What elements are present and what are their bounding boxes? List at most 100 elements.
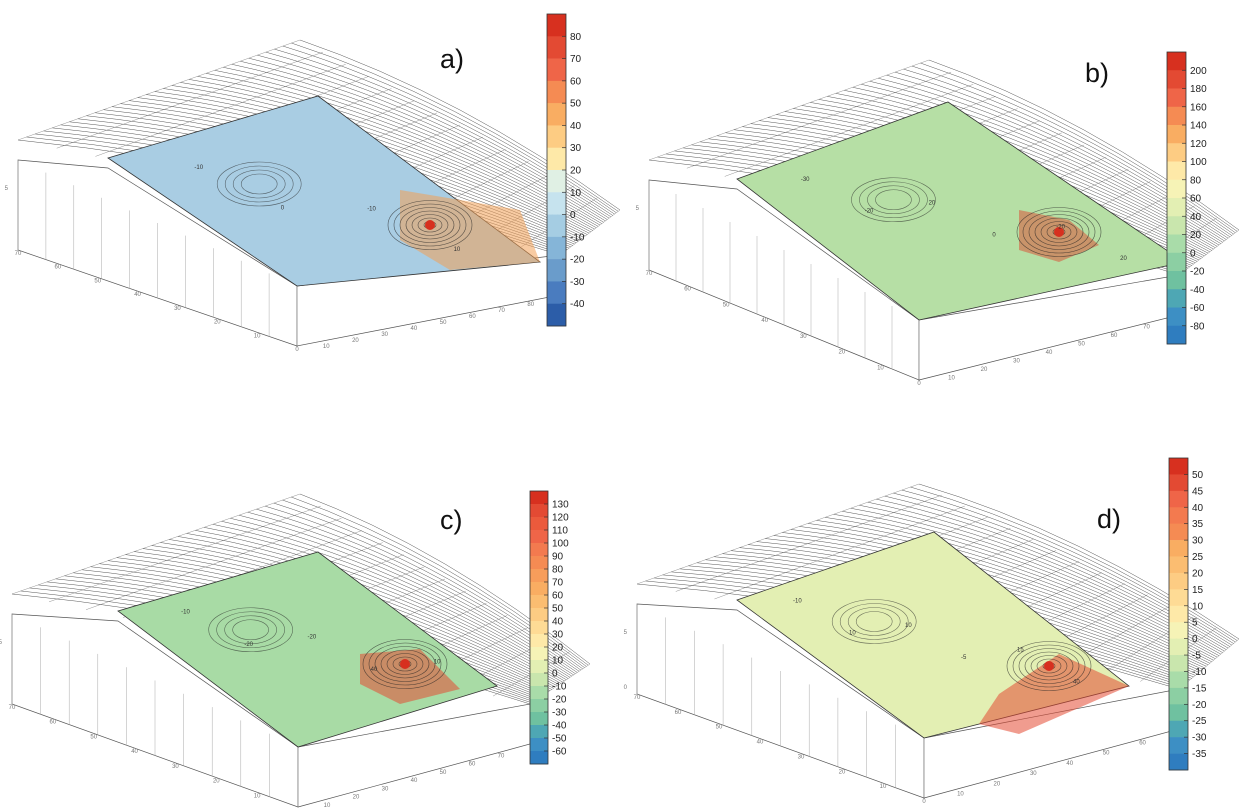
- contour-line: [1022, 210, 1096, 254]
- axis-tick-front-edge: 70: [498, 753, 505, 759]
- colorbar-tick-label: -35: [1192, 749, 1207, 760]
- axis-tick-front-edge: 60: [469, 762, 476, 768]
- axis-tick-front-edge: 40: [1066, 761, 1073, 767]
- colorbar-tick-label: 30: [1192, 536, 1204, 547]
- colorbar-segment: [1169, 737, 1188, 754]
- colorbar-segment: [530, 673, 548, 687]
- mesh-line: [282, 45, 617, 213]
- colorbar-segment: [530, 504, 548, 518]
- contour-line: [1034, 217, 1084, 247]
- contour-label: 0: [281, 206, 285, 212]
- axis-tick-front-edge: 80: [527, 302, 534, 308]
- axis-tick-front-edge: 30: [382, 786, 389, 792]
- colorbar-tick-label: -20: [1190, 267, 1205, 278]
- axis-tick-left-edge: 40: [134, 292, 141, 298]
- high-value-zone: [979, 654, 1129, 734]
- contour-line: [399, 207, 461, 243]
- contour-label: -10: [793, 598, 802, 604]
- mesh-cross-line: [714, 505, 965, 600]
- axis-tick-left-edge: 10: [254, 333, 261, 339]
- colorbar-segment: [1169, 556, 1188, 574]
- contour-line: [1012, 644, 1086, 688]
- mesh-line: [180, 82, 595, 230]
- axis-tick-left-edge: 20: [213, 779, 220, 785]
- contour-line: [847, 607, 901, 636]
- axis-tick-left-edge: 50: [723, 302, 730, 308]
- colorbar-tick-label: 120: [1190, 139, 1207, 150]
- contour-label: -10: [367, 206, 376, 212]
- colorbar-segment: [1169, 589, 1188, 607]
- colorbar-segment: [530, 634, 548, 648]
- mesh-line: [807, 523, 1216, 659]
- colorbar-tick-label: -40: [1190, 285, 1205, 296]
- colorbar-tick-label: 0: [1192, 634, 1198, 645]
- axis-tick-left-edge: 20: [839, 350, 846, 356]
- colorbar-segment: [1167, 325, 1186, 345]
- colorbar-segment: [530, 517, 548, 531]
- colorbar-segment: [1167, 271, 1186, 290]
- contour-line: [1036, 658, 1062, 674]
- axis-tick-front-edge: 60: [1111, 333, 1118, 339]
- axis-tick-left-edge: 10: [254, 793, 261, 799]
- contour-label: 20: [1120, 256, 1127, 262]
- axis-tick-vertical: 5: [0, 640, 3, 646]
- axis-tick-left-edge: 40: [131, 749, 138, 755]
- axis-tick-left-edge: 50: [94, 278, 101, 284]
- contour-label: -10: [181, 610, 190, 616]
- contour-line: [224, 615, 277, 645]
- axis-tick-left-edge: 60: [50, 720, 57, 726]
- colorbar-segment: [547, 214, 566, 238]
- colorbar-tick-label: 50: [552, 604, 564, 615]
- contour-line: [867, 185, 920, 215]
- axis-tick-front-edge: 70: [498, 308, 505, 314]
- axis-tick-left-edge: 70: [15, 251, 22, 257]
- panel-label: b): [1085, 58, 1109, 88]
- axis-tick-vertical: 0: [624, 685, 628, 691]
- mesh-cross-line: [85, 518, 342, 610]
- axis-tick-left-edge: 0: [922, 799, 926, 805]
- colorbar-tick-label: 35: [1192, 519, 1204, 530]
- colorbar-tick-label: -10: [1192, 667, 1207, 678]
- contour-line: [1006, 641, 1092, 691]
- colorbar-segment: [547, 58, 566, 82]
- contour-line: [851, 177, 936, 223]
- colorbar-segment: [1169, 474, 1188, 492]
- mesh-line: [291, 42, 619, 212]
- axis-tick-front-edge: 10: [324, 803, 331, 808]
- contour-label: 40: [1073, 680, 1080, 686]
- colorbar-segment: [530, 530, 548, 544]
- mesh-line: [299, 493, 591, 665]
- colorbar-tick-label: 110: [552, 526, 568, 537]
- mesh-line: [816, 520, 1218, 658]
- colorbar-tick-label: 30: [570, 143, 582, 154]
- colorbar-tick-label: -20: [552, 695, 567, 706]
- mesh-cross-line: [1178, 638, 1239, 690]
- contour-line: [216, 611, 285, 649]
- panel-b-plot: -30-20200-202057060504030201001020304050…: [636, 51, 1239, 387]
- axis-tick-left-edge: 60: [55, 265, 62, 271]
- axis-tick-front-edge: 50: [440, 320, 447, 326]
- colorbar-segment: [547, 80, 566, 104]
- colorbar-segment: [547, 36, 566, 59]
- contour-line: [208, 607, 293, 653]
- contour-line: [368, 642, 442, 686]
- contour-line: [1040, 221, 1078, 243]
- colorbar-tick-label: 80: [570, 32, 582, 43]
- contour-line: [362, 639, 448, 689]
- colorbar-segment: [530, 595, 548, 609]
- colorbar-segment: [1167, 216, 1186, 235]
- colorbar-segment: [530, 556, 548, 570]
- colorbar-tick-label: 140: [1190, 121, 1207, 132]
- colorbar-segment: [547, 170, 566, 193]
- colorbar-segment: [547, 259, 566, 282]
- colorbar-tick-label: 10: [1192, 601, 1204, 612]
- colorbar-tick-label: 130: [552, 500, 569, 511]
- colorbar-segment: [1169, 687, 1188, 705]
- contour-label: -20: [1056, 224, 1065, 230]
- colorbar-segment: [1167, 252, 1186, 272]
- axis-tick-left-edge: 10: [880, 784, 887, 790]
- mesh-cross-line: [648, 59, 930, 161]
- contour-line: [232, 619, 269, 641]
- contour-line: [831, 599, 917, 644]
- colorbar-segment: [1169, 490, 1188, 508]
